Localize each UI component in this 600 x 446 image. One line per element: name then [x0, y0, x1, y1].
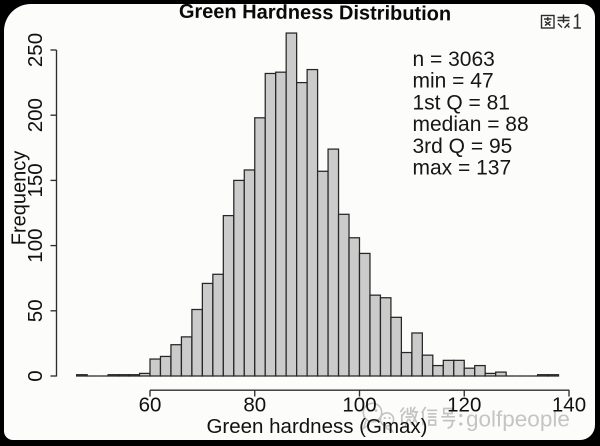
- svg-text:100: 100: [24, 228, 47, 262]
- svg-text:0: 0: [24, 370, 47, 381]
- svg-text:60: 60: [139, 394, 162, 417]
- svg-text:3rd Q = 95: 3rd Q = 95: [413, 135, 513, 158]
- svg-text:80: 80: [243, 394, 266, 417]
- svg-text:min = 47: min = 47: [413, 70, 494, 93]
- svg-text:max = 137: max = 137: [413, 157, 512, 180]
- svg-text:Green hardness (Gmax): Green hardness (Gmax): [206, 415, 427, 438]
- svg-text:median = 88: median = 88: [413, 113, 529, 136]
- svg-text:100: 100: [342, 394, 376, 417]
- svg-text:120: 120: [447, 394, 481, 417]
- svg-text:Green Hardness Distribution: Green Hardness Distribution: [179, 1, 451, 26]
- svg-text:250: 250: [24, 33, 47, 67]
- svg-text:200: 200: [24, 98, 47, 132]
- svg-text:140: 140: [552, 394, 586, 417]
- svg-text:Frequency: Frequency: [9, 151, 31, 246]
- svg-text:n = 3063: n = 3063: [413, 48, 495, 71]
- svg-text:1st Q = 81: 1st Q = 81: [413, 91, 510, 114]
- svg-text:golfpeople: golfpeople: [466, 407, 570, 432]
- svg-text:50: 50: [24, 299, 47, 322]
- svg-text:150: 150: [24, 163, 47, 197]
